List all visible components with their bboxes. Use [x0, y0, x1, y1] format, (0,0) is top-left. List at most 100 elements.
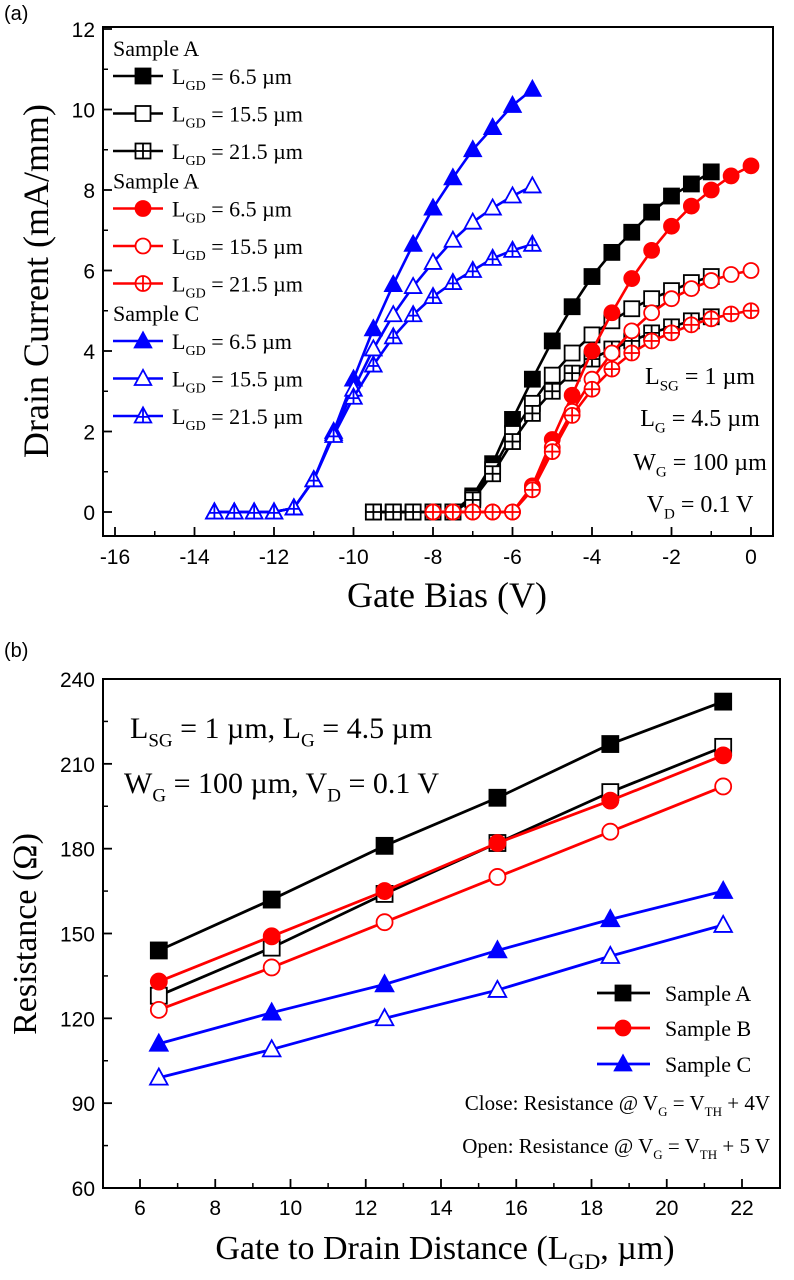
legend-group-title: Sample C — [113, 301, 199, 326]
data-point — [444, 503, 462, 521]
data-point — [682, 197, 700, 215]
data-point — [643, 332, 661, 350]
data-point — [364, 503, 382, 521]
data-point — [682, 316, 700, 334]
data-point — [462, 259, 483, 278]
y-tick-label: 150 — [60, 924, 95, 947]
data-point — [702, 272, 720, 289]
series-b-4 — [148, 880, 734, 1052]
panel-a-annotations: LSG = 1 µm LG = 4.5 µm WG = 100 µm VD = 0.1… — [633, 364, 767, 523]
data-point — [543, 366, 561, 384]
legend-entry: LGD = 6.5 µm — [113, 197, 292, 227]
data-point — [443, 272, 463, 290]
data-point — [702, 181, 720, 199]
annotation-1: LSG = 1 µm — [645, 364, 755, 395]
note-close: Close: Resistance @ VG = VTH + 4V — [465, 1091, 770, 1119]
legend-entry: LGD = 21.5 µm — [113, 272, 303, 302]
panel-a-plot-frame — [102, 26, 774, 537]
x-tick-label: 20 — [655, 1197, 678, 1220]
x-tick-label: 16 — [505, 1197, 528, 1220]
x-tick-label: -16 — [100, 546, 130, 569]
y-tick-label: 0 — [83, 502, 95, 525]
legend-entry-label: LGD = 21.5 µm — [172, 404, 303, 434]
data-point — [643, 241, 661, 259]
legend-entry-label: LGD = 15.5 µm — [172, 367, 303, 397]
legend-entry: LGD = 15.5 µm — [113, 102, 303, 132]
data-point — [623, 300, 641, 318]
data-point — [261, 1038, 283, 1058]
data-point — [423, 251, 443, 270]
data-point — [148, 1032, 170, 1052]
y-tick-label: 10 — [72, 100, 95, 123]
legend-entry-label: LGD = 6.5 µm — [172, 329, 292, 359]
data-point — [363, 354, 384, 373]
panel-b-axes: 6 8 10 12 14 16 18 20 22 60 90 120 150 180 210 240 — [60, 669, 754, 1220]
data-point — [682, 175, 700, 193]
y-tick-label: 90 — [72, 1093, 95, 1116]
data-point — [712, 880, 734, 899]
data-point — [404, 503, 422, 521]
data-point — [323, 425, 344, 443]
data-point — [149, 1000, 168, 1019]
data-point — [623, 270, 641, 287]
annotation-line-1: LSG = 1 µm, LG = 4.5 µm — [130, 712, 432, 751]
series-line — [158, 923, 724, 1080]
data-point — [599, 945, 621, 964]
data-point — [284, 497, 304, 516]
data-point — [484, 503, 502, 521]
data-point — [383, 304, 404, 323]
data-point — [663, 290, 680, 308]
data-point — [262, 927, 281, 946]
data-point — [663, 324, 680, 342]
data-point — [303, 469, 324, 488]
data-point — [702, 163, 720, 181]
data-point — [502, 239, 523, 258]
data-point — [543, 382, 561, 400]
data-point — [603, 243, 621, 261]
data-point — [563, 386, 581, 404]
data-point — [563, 364, 581, 382]
y-tick-label: 12 — [72, 19, 95, 42]
data-point — [583, 342, 601, 360]
data-point — [403, 233, 423, 252]
data-point — [599, 908, 621, 928]
data-point — [244, 501, 264, 520]
panel-b-series — [148, 692, 734, 1086]
data-point — [522, 175, 543, 194]
legend-marker — [134, 105, 152, 122]
y-tick-label: 8 — [83, 180, 95, 203]
data-point — [714, 777, 733, 796]
x-tick-label: 0 — [745, 546, 757, 569]
legend-entry: LGD = 6.5 µm — [113, 64, 292, 94]
note-open: Open: Resistance @ VG = VTH + 5 V — [462, 1134, 770, 1162]
series-line — [158, 700, 724, 952]
y-tick-label: 60 — [72, 1178, 95, 1201]
data-point — [603, 344, 621, 362]
data-point — [462, 139, 483, 158]
data-point — [462, 211, 483, 230]
legend-marker — [134, 237, 152, 255]
series-b-2 — [149, 746, 733, 991]
legend-entry-label: LGD = 15.5 µm — [172, 234, 303, 264]
data-point — [261, 1001, 283, 1021]
legend-marker — [133, 330, 153, 349]
data-point — [343, 386, 364, 405]
data-point — [487, 978, 508, 998]
data-point — [149, 941, 168, 960]
data-point — [712, 913, 734, 933]
data-point — [563, 406, 581, 424]
data-point — [601, 822, 620, 841]
series-line — [158, 785, 724, 1012]
annotation-2: LG = 4.5 µm — [640, 406, 760, 437]
data-point — [601, 791, 620, 810]
panel-a-ylabel: Drain Current (mA/mm) — [16, 104, 56, 458]
panel-a-label: (a) — [4, 3, 28, 25]
data-point — [384, 503, 402, 521]
data-point — [264, 501, 284, 520]
data-point — [504, 503, 521, 521]
data-point — [601, 735, 620, 753]
x-tick-label: 22 — [730, 1197, 753, 1220]
data-point — [403, 276, 423, 294]
data-point — [682, 280, 700, 298]
data-point — [742, 262, 760, 279]
